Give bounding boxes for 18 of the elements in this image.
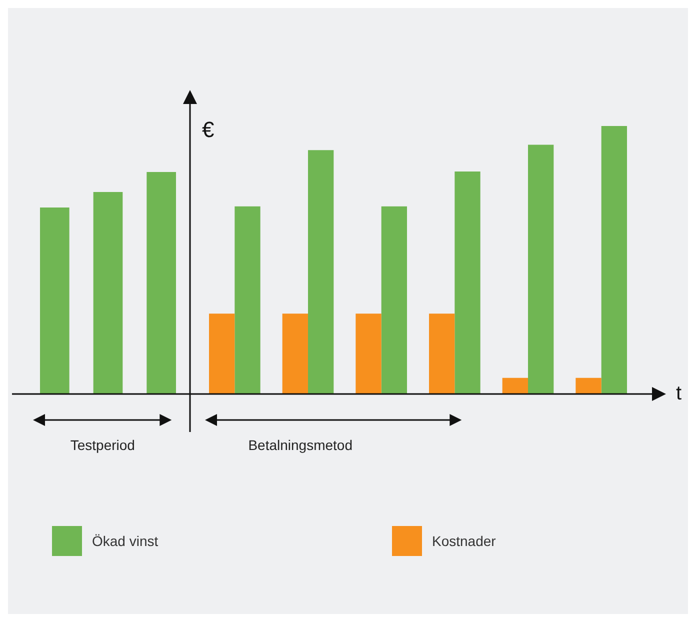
legend-label: Kostnader xyxy=(432,532,496,551)
bar xyxy=(209,314,235,394)
bar xyxy=(528,144,554,394)
text: Testperiod xyxy=(70,436,135,453)
bar xyxy=(454,172,480,394)
y-axis-title: € xyxy=(202,117,214,142)
legend-label: Ökad vinst xyxy=(92,532,158,551)
bar xyxy=(381,206,407,394)
bar xyxy=(282,314,308,394)
bar xyxy=(356,314,382,394)
bar xyxy=(234,206,260,394)
text: Betalningsmetod xyxy=(248,436,352,453)
bar xyxy=(308,150,334,394)
bar xyxy=(601,126,627,394)
bar xyxy=(429,314,455,394)
bar xyxy=(576,378,602,394)
bar xyxy=(502,378,528,394)
x-axis-title: t xyxy=(676,382,682,405)
